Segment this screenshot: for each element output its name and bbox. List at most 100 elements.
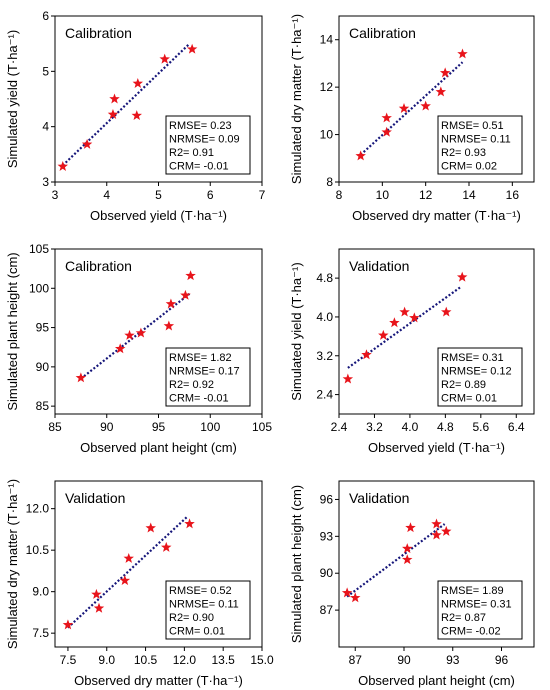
fit-line xyxy=(347,285,462,369)
data-point xyxy=(93,602,105,613)
data-point xyxy=(431,529,442,540)
y-tick-label: 85 xyxy=(36,399,50,413)
data-point xyxy=(431,518,442,529)
stat-line: R2= 0.92 xyxy=(169,379,214,391)
y-tick-label: 93 xyxy=(320,529,334,543)
data-point xyxy=(124,329,135,340)
data-point xyxy=(119,575,131,586)
y-axis-label: Simulated yield (T·ha⁻¹) xyxy=(5,30,20,168)
chart-panel-1: 3 4 5 6 7 3 4 5 6 Observed yield (T·ha⁻¹) Simulate… xyxy=(5,9,266,223)
panel-title: Validation xyxy=(349,490,409,506)
x-tick-label: 95 xyxy=(152,420,166,434)
x-tick-label: 3 xyxy=(52,188,59,202)
stat-line: RMSE= 1.89 xyxy=(441,585,504,597)
chart-panel-3: 85 90 95 100 105 85 90 95 100 105 Observed plant h… xyxy=(5,242,272,455)
y-tick-label: 12.0 xyxy=(26,502,50,516)
y-tick-label: 90 xyxy=(36,360,50,374)
data-point xyxy=(420,100,431,111)
fit-line xyxy=(346,523,446,598)
stat-line: NRMSE= 0.31 xyxy=(441,599,512,611)
stat-line: NRMSE= 0.12 xyxy=(441,366,512,378)
fit-line xyxy=(62,42,191,167)
x-axis-label: Observed yield (T·ha⁻¹) xyxy=(90,208,227,223)
x-axis-label: Observed yield (T·ha⁻¹) xyxy=(368,440,505,455)
x-axis-label: Observed dry matter (T·ha⁻¹) xyxy=(74,673,243,688)
y-tick-label: 2.4 xyxy=(316,388,333,402)
data-point xyxy=(131,110,142,121)
data-point xyxy=(180,289,191,300)
x-tick-label: 6 xyxy=(207,188,214,202)
chart-panel-6: 87 90 93 96 87 90 93 96 Observed plant height (c… xyxy=(289,480,535,688)
y-axis-label: Simulated yield (T·ha⁻¹) xyxy=(289,262,304,400)
x-tick-label: 8 xyxy=(336,188,343,202)
y-tick-label: 14 xyxy=(320,33,334,47)
data-point xyxy=(350,592,361,603)
x-tick-label: 90 xyxy=(100,420,114,434)
y-tick-label: 96 xyxy=(320,492,334,506)
y-axis-label: Simulated plant height (cm) xyxy=(5,252,20,410)
stat-line: NRMSE= 0.11 xyxy=(441,134,511,146)
y-tick-label: 8 xyxy=(326,175,333,189)
data-point xyxy=(186,43,198,54)
y-tick-label: 90 xyxy=(320,566,334,580)
data-point xyxy=(109,93,120,104)
y-tick-label: 87 xyxy=(320,603,334,617)
data-point xyxy=(409,312,420,323)
stat-line: CRM= 0.01 xyxy=(169,626,225,638)
stat-line: RMSE= 1.82 xyxy=(169,352,232,364)
data-point xyxy=(81,138,93,149)
x-tick-label: 16 xyxy=(506,188,520,202)
x-tick-label: 12 xyxy=(419,188,433,202)
stats-box-frame xyxy=(437,580,523,640)
stat-line: CRM= 0.02 xyxy=(441,161,497,173)
x-axis-label: Observed plant height (cm) xyxy=(80,440,237,455)
panel-title: Calibration xyxy=(65,258,132,274)
stat-line: R2= 0.89 xyxy=(441,379,486,391)
y-tick-label: 105 xyxy=(29,242,49,256)
x-tick-label: 5 xyxy=(155,188,162,202)
x-tick-label: 87 xyxy=(349,653,363,667)
plot-frame xyxy=(338,480,535,648)
y-tick-label: 4.8 xyxy=(316,271,333,285)
x-tick-label: 100 xyxy=(200,420,220,434)
data-point xyxy=(185,270,196,281)
x-tick-label: 2.4 xyxy=(331,420,348,434)
data-point xyxy=(402,554,413,565)
chart-panel-4: 2.4 3.2 4.0 4.8 5.6 6.4 2.4 3.2 4.0 4.8 Observed y… xyxy=(289,248,535,455)
data-point xyxy=(381,126,392,137)
x-tick-label: 90 xyxy=(397,653,411,667)
data-point xyxy=(91,588,102,599)
data-point xyxy=(161,541,172,552)
stat-line: R2= 0.91 xyxy=(169,147,214,159)
panel-title: Calibration xyxy=(65,25,132,41)
x-tick-label: 7.5 xyxy=(60,653,77,667)
fit-line xyxy=(67,516,188,629)
data-point xyxy=(441,525,452,536)
y-axis-label: Simulated plant height (cm) xyxy=(289,485,304,643)
stat-line: R2= 0.93 xyxy=(441,147,486,159)
y-tick-label: 4.0 xyxy=(316,310,333,324)
stat-line: CRM= -0.02 xyxy=(441,626,501,638)
stat-line: R2= 0.87 xyxy=(441,612,486,624)
data-point xyxy=(135,327,147,338)
x-tick-label: 13.5 xyxy=(212,653,236,667)
x-tick-label: 93 xyxy=(446,653,460,667)
y-tick-label: 12 xyxy=(320,80,334,94)
stat-line: NRMSE= 0.17 xyxy=(169,366,240,378)
data-point xyxy=(361,349,372,360)
stat-line: R2= 0.90 xyxy=(169,612,214,624)
fit-line xyxy=(80,292,191,380)
data-point xyxy=(342,373,354,384)
fit-line xyxy=(359,61,464,156)
stats-box-frame xyxy=(165,347,251,407)
x-tick-label: 4.0 xyxy=(402,420,419,434)
x-tick-label: 96 xyxy=(495,653,509,667)
x-tick-label: 3.2 xyxy=(366,420,383,434)
data-point xyxy=(57,161,68,171)
